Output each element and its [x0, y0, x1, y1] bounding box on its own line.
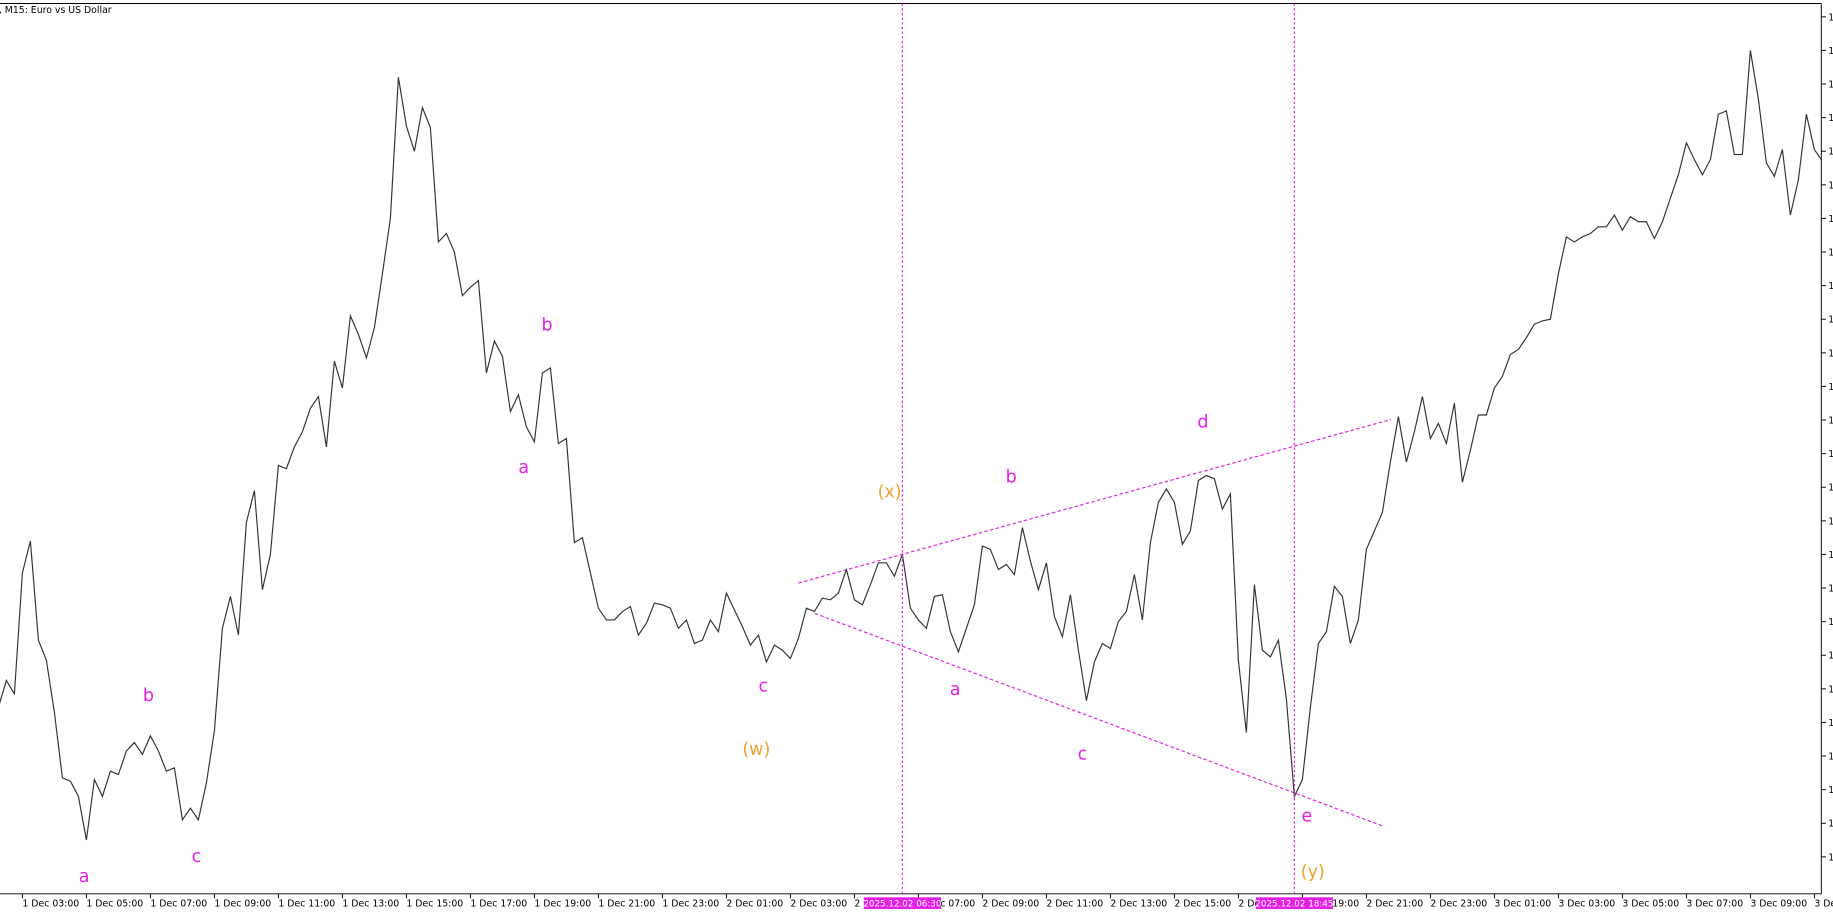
x-tick-label: 3 Dec 03:00 [1558, 899, 1615, 910]
y-tick-label: 1 [1828, 852, 1833, 863]
y-tick-label: 1 [1828, 348, 1833, 359]
x-tick-label: 1 Dec 19:00 [534, 899, 591, 910]
y-tick-label: 1 [1828, 752, 1833, 763]
x-tick-label: 2 Dec 21:00 [1366, 899, 1423, 910]
y-tick-label: 1 [1828, 80, 1833, 91]
x-tick-label: 2 Dec 01:00 [726, 899, 783, 910]
wave-label: (w) [742, 740, 770, 760]
x-tick-label: 3 Dec 05:00 [1622, 899, 1679, 910]
y-tick-label: 1 [1828, 46, 1833, 57]
y-tick-label: 1 [1828, 449, 1833, 460]
x-tick-label: 1 Dec 23:00 [662, 899, 719, 910]
y-tick-label: 1 [1828, 651, 1833, 662]
vertical-line-label: 2025.12.02 06:30 [863, 900, 941, 910]
vertical-line-label-box [863, 897, 941, 909]
y-tick-label: 1 [1828, 180, 1833, 191]
x-tick-label: 1 Dec 17:00 [470, 899, 527, 910]
plot-area [0, 50, 1822, 841]
x-tick-label: 3 Dec 11:00 [1814, 899, 1833, 910]
x-tick-label: 2 Dec 11:00 [1046, 899, 1103, 910]
vertical-line-label-box [1255, 897, 1333, 909]
wave-label: (y) [1301, 862, 1325, 882]
wave-label: a [518, 458, 529, 478]
price-line [0, 50, 1822, 841]
trend-line-lower [814, 612, 1384, 827]
x-tick-label: 1 Dec 15:00 [406, 899, 463, 910]
y-tick-label: 1 [1828, 147, 1833, 158]
wave-label: (x) [878, 483, 902, 503]
y-tick-label: 1 [1828, 113, 1833, 124]
y-tick-label: 1 [1828, 819, 1833, 830]
x-tick-label: 2 Dec 07:00 [918, 899, 975, 910]
wave-label: d [1197, 413, 1208, 433]
wave-label: b [542, 316, 553, 336]
x-tick-label: 1 Dec 11:00 [278, 899, 335, 910]
wave-label: c [1078, 744, 1088, 764]
y-tick-label: 1 [1828, 684, 1833, 695]
wave-label: b [143, 686, 154, 706]
x-tick-label: 3 Dec 09:00 [1750, 899, 1807, 910]
y-tick-label: 1 [1828, 483, 1833, 494]
y-tick-label: 1 [1828, 550, 1833, 561]
y-tick-label: 1 [1828, 214, 1833, 225]
x-tick-label: 2 Dec 09:00 [982, 899, 1039, 910]
y-tick-label: 1 [1828, 785, 1833, 796]
y-tick-label: 1 [1828, 315, 1833, 326]
x-tick-label: 3 Dec 07:00 [1686, 899, 1743, 910]
y-tick-label: 1 [1828, 416, 1833, 427]
wave-label: a [79, 867, 90, 887]
x-tick-label: 2 Dec 13:00 [1110, 899, 1167, 910]
wave-label: c [759, 677, 769, 697]
y-tick-label: 1 [1828, 584, 1833, 595]
x-tick-label: 3 Dec 01:00 [1494, 899, 1551, 910]
x-tick-label: 1 Dec 07:00 [150, 899, 207, 910]
wave-label: e [1302, 806, 1313, 826]
x-tick-label: 1 Dec 21:00 [598, 899, 655, 910]
vertical-line-label: 2025.12.02 18:45 [1255, 900, 1333, 910]
x-tick-label: 2 Dec 23:00 [1430, 899, 1487, 910]
wave-label: b [1006, 468, 1017, 488]
wave-label: c [192, 847, 202, 867]
y-tick-label: 1 [1828, 382, 1833, 393]
y-tick-label: 1 [1828, 516, 1833, 527]
y-tick-label: 1 [1828, 617, 1833, 628]
y-tick-label: 1 [1828, 12, 1833, 23]
y-tick-label: 1 [1828, 718, 1833, 729]
y-tick-label: 1 [1828, 281, 1833, 292]
x-tick-label: 1 Dec 13:00 [342, 899, 399, 910]
chart-title: , M15: Euro vs US Dollar [0, 5, 112, 16]
wave-label: a [950, 680, 961, 700]
x-tick-label: 2 Dec 15:00 [1174, 899, 1231, 910]
x-tick-label: 1 Dec 05:00 [86, 899, 143, 910]
trend-line-upper [798, 418, 1392, 584]
x-tick-label: 1 Dec 03:00 [22, 899, 79, 910]
x-tick-label: 1 Dec 09:00 [214, 899, 271, 910]
y-tick-label: 1 [1828, 248, 1833, 259]
x-tick-label: 2 Dec 03:00 [790, 899, 847, 910]
